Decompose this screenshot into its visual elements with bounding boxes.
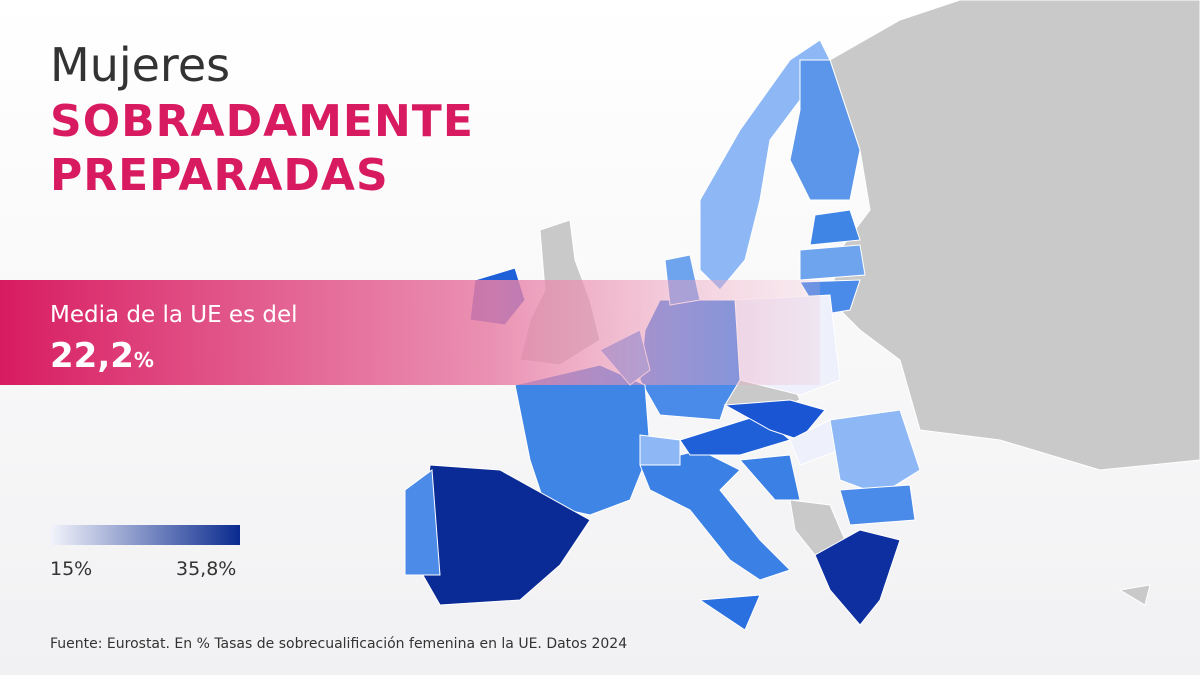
banner <box>0 280 820 385</box>
value: 22,2 <box>50 336 134 376</box>
title-highlight: PREPARADAS <box>50 150 389 201</box>
legend-gradient <box>50 525 240 545</box>
title-highlight: SOBRADAMENTE <box>50 96 474 147</box>
legend-min: 15% <box>50 558 93 580</box>
banner-text: Media de la UE es del <box>50 302 298 328</box>
title-line: Mujeres <box>50 38 231 92</box>
legend-max: 35,8% <box>176 558 237 580</box>
banner-value: 22,2% <box>50 336 154 376</box>
unit: % <box>133 348 154 372</box>
source: Fuente: Eurostat. En % Tasas de sobrecua… <box>50 636 628 652</box>
